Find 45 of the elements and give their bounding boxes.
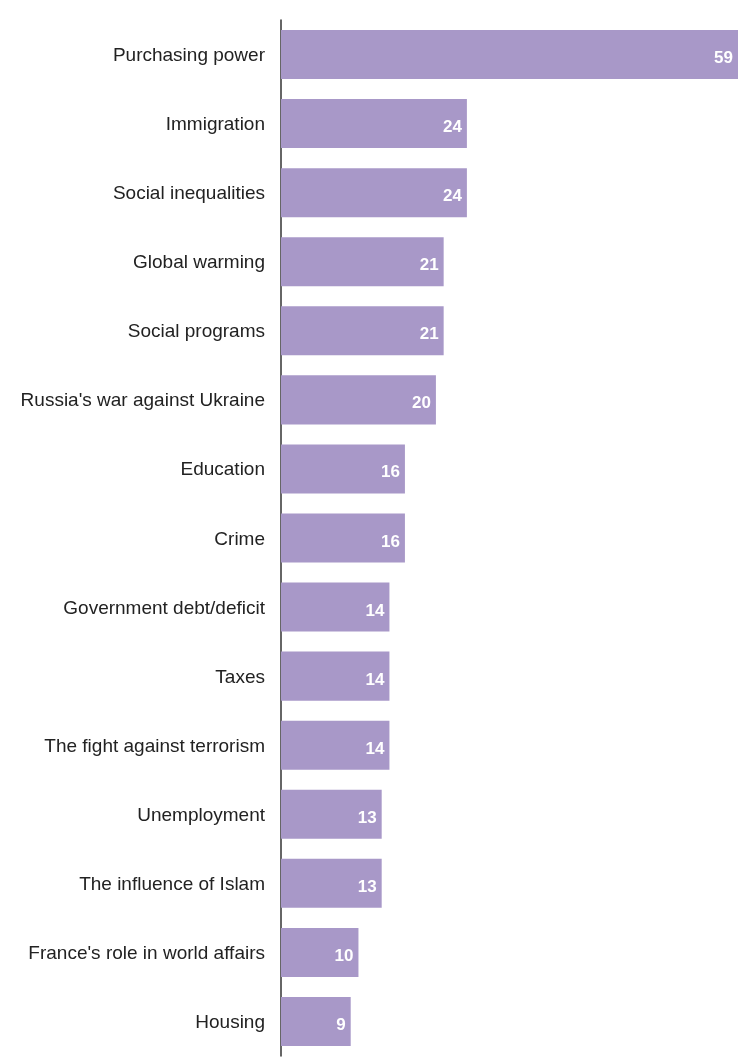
data-label: 13 xyxy=(357,876,377,896)
data-label: 14 xyxy=(365,738,385,758)
bar xyxy=(281,651,390,701)
bar xyxy=(281,168,467,218)
y-tick-label: Taxes xyxy=(215,665,265,687)
bar xyxy=(281,306,444,356)
y-tick-label: Unemployment xyxy=(137,803,266,825)
data-label: 59 xyxy=(714,48,733,68)
bar xyxy=(281,789,382,839)
bar xyxy=(281,927,359,977)
y-tick-label: Housing xyxy=(195,1010,265,1032)
data-label: 16 xyxy=(381,531,400,551)
y-tick-label: Social programs xyxy=(127,320,265,342)
data-label: 14 xyxy=(365,669,385,689)
y-tick-label: Immigration xyxy=(165,113,265,135)
bar xyxy=(281,720,390,770)
data-label: 14 xyxy=(365,600,385,620)
bar xyxy=(281,444,405,494)
data-label: 16 xyxy=(381,462,400,482)
bar xyxy=(281,30,738,80)
y-tick-label: The influence of Islam xyxy=(79,872,265,894)
y-tick-label: Purchasing power xyxy=(112,44,266,66)
y-tick-label: Global warming xyxy=(133,251,265,273)
bar xyxy=(281,996,351,1046)
y-tick-label: The fight against terrorism xyxy=(44,734,265,756)
y-tick-label: Education xyxy=(180,458,265,480)
data-label: 9 xyxy=(336,1014,346,1034)
bar xyxy=(281,858,382,908)
y-tick-label: Social inequalities xyxy=(112,182,265,204)
data-label: 24 xyxy=(442,117,463,137)
y-tick-label: France's role in world affairs xyxy=(28,941,265,963)
bar xyxy=(281,582,390,632)
bar xyxy=(281,375,436,425)
bar xyxy=(281,237,444,287)
bar xyxy=(281,513,405,563)
data-label: 21 xyxy=(419,324,439,344)
y-tick-label: Crime xyxy=(214,527,265,549)
data-label: 10 xyxy=(334,945,354,965)
y-tick-label: Russia's war against Ukraine xyxy=(20,389,265,411)
data-label: 24 xyxy=(442,186,463,206)
data-label: 20 xyxy=(411,393,431,413)
data-label: 13 xyxy=(357,807,377,827)
y-tick-label: Government debt/deficit xyxy=(63,596,266,618)
data-label: 21 xyxy=(419,255,439,275)
bar xyxy=(281,99,467,149)
